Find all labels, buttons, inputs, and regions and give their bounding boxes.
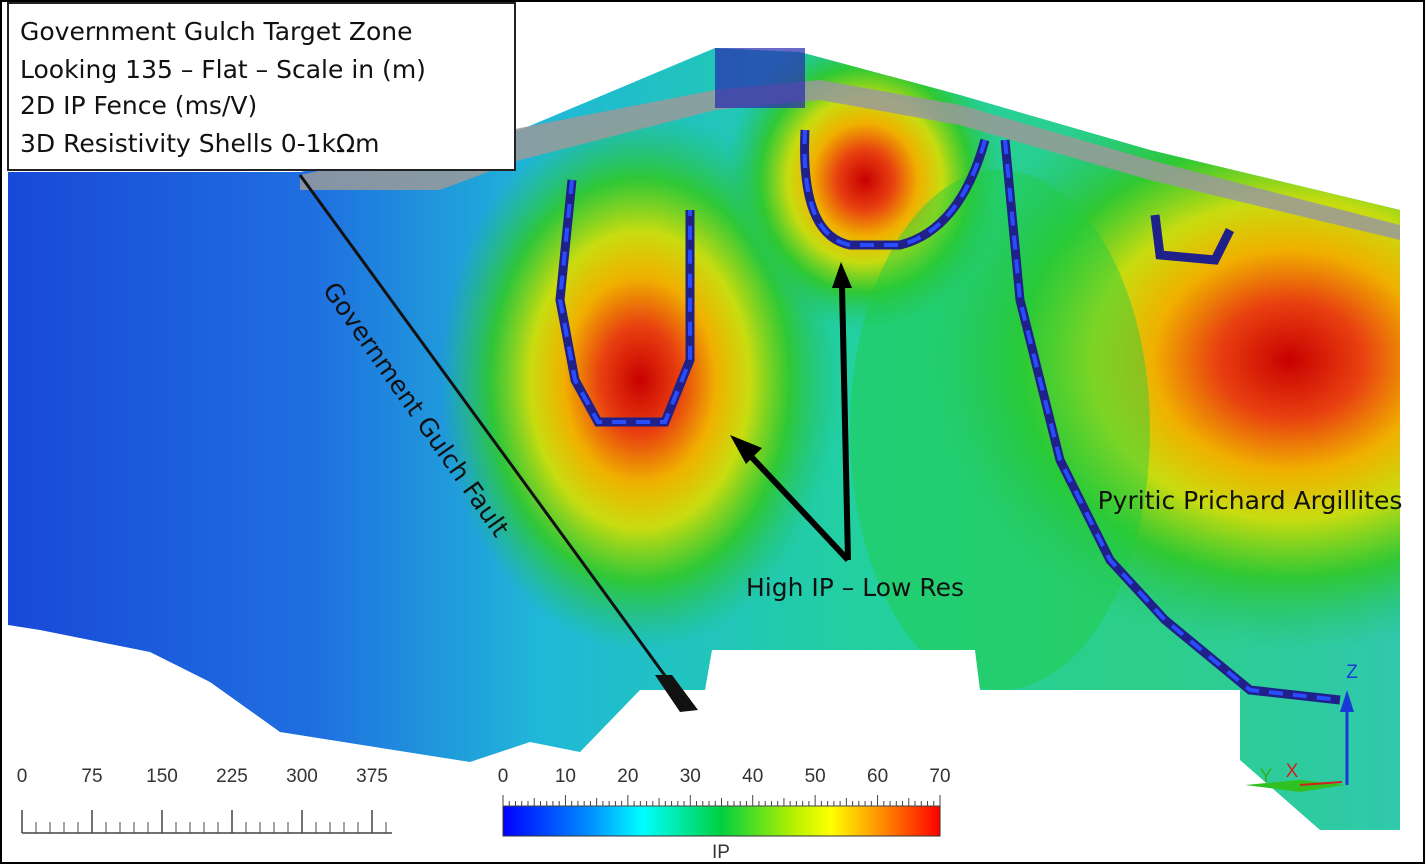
- x-axis-label: X: [1286, 761, 1299, 782]
- color-bar-label: IP: [712, 842, 730, 863]
- terrain-surface: [300, 80, 1400, 240]
- fault-end: [655, 675, 698, 712]
- axes-triad: Z Y X: [1245, 662, 1358, 792]
- scale-bar: 0 75 150 225 300 375: [17, 766, 392, 834]
- resistivity-shell-edges: [557, 129, 1341, 702]
- color-tick-label: 30: [680, 766, 701, 787]
- scale-tick-label: 375: [356, 766, 388, 787]
- legend-line: Looking 135 – Flat – Scale in (m): [20, 55, 426, 84]
- color-tick-label: 10: [555, 766, 576, 787]
- color-tick-label: 60: [867, 766, 888, 787]
- color-tick-label: 50: [805, 766, 826, 787]
- color-tick-label: 0: [498, 766, 509, 787]
- scale-tick-label: 225: [216, 766, 248, 787]
- arrows: [730, 262, 852, 563]
- color-bar: IP 0 10 20 30 40 50 60 70: [498, 766, 951, 863]
- scale-tick-label: 75: [81, 766, 102, 787]
- unit-label: Pyritic Prichard Argillites: [1098, 486, 1403, 515]
- anomaly-label: High IP – Low Res: [746, 573, 964, 602]
- legend-line: 2D IP Fence (ms/V): [20, 91, 257, 120]
- color-ramp: [502, 805, 941, 837]
- color-tick-label: 20: [617, 766, 638, 787]
- scale-tick-label: 150: [146, 766, 178, 787]
- legend-box: [7, 2, 516, 171]
- y-axis-label: Y: [1260, 766, 1273, 787]
- scale-tick-label: 0: [17, 766, 28, 787]
- scale-tick-label: 300: [286, 766, 318, 787]
- terrain-blocks: [715, 48, 805, 108]
- z-axis-label: Z: [1346, 662, 1358, 683]
- legend-line: 3D Resistivity Shells 0-1kΩm: [20, 129, 380, 158]
- legend-line: Government Gulch Target Zone: [20, 17, 413, 46]
- color-tick-label: 70: [929, 766, 950, 787]
- fault-line: [298, 174, 692, 711]
- color-tick-label: 40: [742, 766, 763, 787]
